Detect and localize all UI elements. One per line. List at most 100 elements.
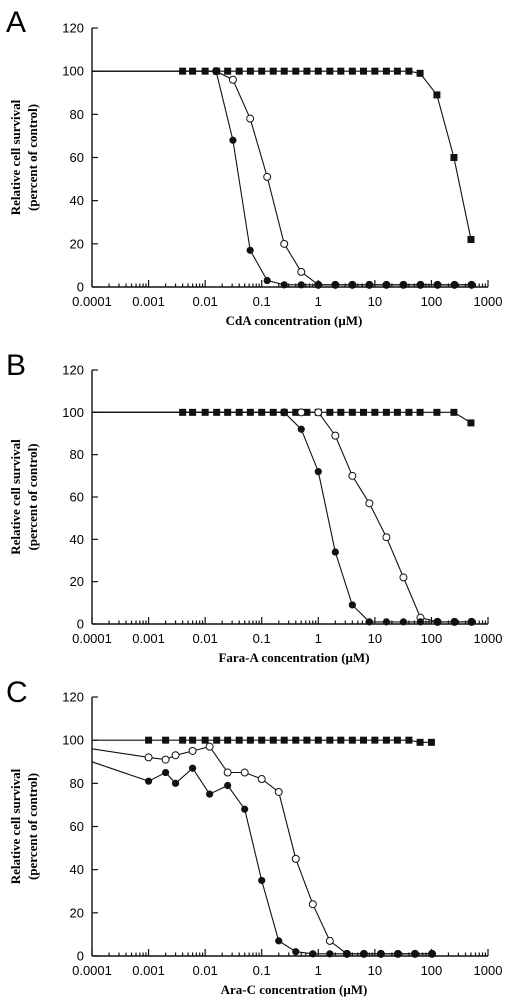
panel-c-open-circle-point: [171, 751, 180, 760]
panel-b-filled-circle-point: [433, 618, 442, 626]
panel-c-filled-circle-point: [428, 950, 436, 958]
panel-c-square-point: [201, 736, 209, 744]
panel-a-square-point: [292, 67, 300, 75]
panel-b-filled-circle-point: [331, 548, 339, 556]
panel-a-square-point: [235, 67, 243, 75]
panel-a-square-point: [224, 67, 232, 75]
panel-a-filled-circle-point: [297, 281, 305, 289]
panel-a-open-circle-point: [297, 267, 306, 276]
panel-c-filled-circle-point: [394, 950, 402, 958]
panel-a-filled-circle-point: [450, 281, 459, 289]
panel-c-series-filled-circle-line: [91, 761, 432, 955]
panel-c-letter: C: [6, 676, 28, 709]
panel-a-square-point: [303, 67, 311, 75]
panel-c-square-point: [371, 736, 379, 744]
panel-a-filled-circle-point: [416, 281, 425, 289]
panel-a-filled-circle-point: [212, 67, 220, 75]
panel-b-filled-circle-point: [382, 618, 391, 626]
panel-b-filled-circle-point: [467, 618, 476, 626]
panel-b-y-tick-label: 100: [62, 405, 84, 420]
panel-c-square-point: [405, 736, 413, 744]
panel-c-filled-circle-point: [360, 950, 368, 958]
panel-c-filled-circle-point: [206, 790, 214, 798]
panel-a: A 0 20 40 60 80 100 120 0.0001 0.001 0.01 0.1 1 10 100…: [6, 6, 502, 328]
panel-b-x-tick-label: 1: [315, 631, 322, 646]
panel-b-square-point: [393, 408, 401, 416]
panel-c-square-point: [382, 736, 390, 744]
panel-b-square-point: [405, 408, 413, 416]
panel-a-square-point: [393, 67, 401, 75]
panel-a-y-tick-label: 120: [62, 21, 84, 36]
panel-c-open-circle-point: [161, 755, 170, 764]
panel-a-series-filled-square-line: [92, 70, 472, 240]
panel-c-y-tick-label: 0: [77, 949, 84, 964]
panel-a-square-point: [326, 67, 334, 75]
panel-a-filled-circle-point: [399, 281, 408, 289]
panel-b-x-tick-label: 10: [368, 631, 382, 646]
panel-a-square-point: [382, 67, 390, 75]
panel-a-y-axis-label-line2: (percent of control): [25, 104, 40, 211]
panel-a-x-tick-label: 1000: [474, 294, 503, 309]
panel-a-filled-circle-point: [348, 281, 356, 289]
panel-a-square-point: [348, 67, 356, 75]
panel-b-x-tick-label: 1000: [474, 631, 503, 646]
panel-a-square-point: [258, 67, 266, 75]
panel-c-x-tick-label: 10: [368, 963, 382, 978]
panel-b-x-tick-label: 0.1: [253, 631, 271, 646]
panel-c-square-point: [269, 736, 277, 744]
panel-c-filled-circle-point: [258, 876, 266, 885]
panel-c-square-point: [280, 736, 288, 744]
panel-c-filled-circle-point: [144, 777, 153, 785]
panel-c-square-point: [303, 736, 311, 744]
panel-a-filled-circle-point: [314, 281, 322, 289]
panel-b-y-tick-label: 0: [77, 617, 84, 632]
panel-c-square-point: [326, 736, 334, 744]
panel-c-open-circle-point: [144, 753, 153, 762]
panel-c-square-point: [224, 736, 232, 744]
panel-a-y-axis-label-line1: Relative cell survival: [8, 99, 23, 215]
panel-a-square-point: [337, 67, 345, 75]
panel-b-square-point: [326, 408, 334, 416]
panel-c-filled-circle-point: [224, 781, 232, 790]
panel-c-filled-circle-point: [343, 950, 351, 958]
panel-b-square-point: [382, 408, 390, 416]
panel-c-square-point: [145, 736, 153, 744]
panel-c-square-point: [337, 736, 345, 744]
panel-a-filled-circle-point: [331, 281, 339, 289]
panel-b-x-tick-label: 0.001: [132, 631, 165, 646]
panel-b-filled-circle-point: [450, 618, 459, 626]
panel-c-square-point: [427, 738, 435, 746]
panel-b-y-tick-label: 80: [70, 447, 84, 462]
panel-b-open-circle-point: [297, 408, 306, 417]
panel-c-x-tick-label: 1: [315, 963, 322, 978]
panel-b-square-point: [467, 419, 475, 427]
panel-a-square-point: [269, 67, 277, 75]
panel-b-open-circle-point: [331, 431, 340, 440]
panel-b-square-point: [433, 408, 441, 416]
panel-b-open-circle-point: [365, 499, 374, 508]
panel-c-square-point: [314, 736, 322, 744]
panel-b-x-tick-label: 0.01: [192, 631, 217, 646]
panel-a-y-tick-label: 60: [70, 150, 84, 165]
panel-c-filled-circle-point: [309, 950, 317, 958]
panel-a-x-tick-label: 1: [315, 294, 322, 309]
panel-c-square-point: [348, 736, 356, 744]
panel-c-filled-circle-point: [411, 950, 419, 958]
panel-c-x-axis-label: Ara-C concentration (μM): [221, 982, 368, 997]
panel-c-square-point: [235, 736, 243, 744]
panel-a-square-point: [450, 154, 458, 161]
panel-c-filled-circle-point: [275, 937, 283, 945]
panel-c-square-point: [179, 736, 187, 744]
panel-b-x-tick-label: 0.0001: [72, 631, 112, 646]
panel-c-filled-circle-point: [188, 764, 197, 772]
panel-a-open-circle-point: [280, 239, 289, 248]
panel-c-filled-circle-point: [326, 950, 334, 958]
panel-c: C 0 20 40 60 80 100 120 0.0001 0.001 0.01 0.1 1 10 100…: [6, 676, 502, 997]
panel-a-open-circle-point: [246, 114, 255, 123]
panel-c-x-tick-label: 1000: [474, 963, 503, 978]
panel-a-square-point: [246, 67, 254, 75]
panel-b-square-point: [450, 408, 458, 416]
panel-c-square-point: [162, 736, 170, 744]
panel-a-square-point: [405, 67, 413, 75]
